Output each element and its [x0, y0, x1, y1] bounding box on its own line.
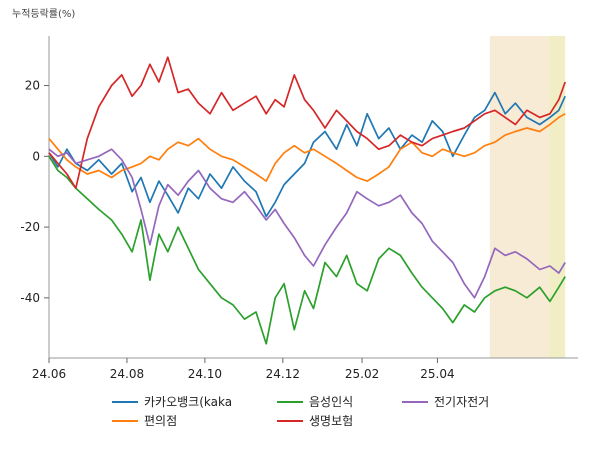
legend-item[interactable]: 음성인식	[277, 395, 353, 409]
x-tick-label: 24.06	[32, 367, 66, 381]
x-tick-label: 24.10	[188, 367, 222, 381]
series-line-1	[48, 113, 566, 182]
legend-label: 음성인식	[309, 395, 353, 409]
y-tick-label: -20	[20, 220, 40, 234]
y-tick-label: 0	[32, 149, 40, 163]
legend-item[interactable]: 생명보험	[277, 414, 353, 428]
series-lines	[48, 56, 566, 345]
legend-item[interactable]: 카카오뱅크(kaka	[112, 395, 232, 409]
highlight-band-0	[489, 36, 549, 358]
legend-label: 편의점	[144, 414, 177, 428]
axes: 20 0 -20 -40 24.06 24.08 24.10 24.12 25.02 25.04	[20, 36, 578, 381]
series-line-0	[48, 91, 566, 218]
legend-item[interactable]: 전기자전거	[402, 395, 489, 409]
x-tick-label: 25.04	[420, 367, 454, 381]
legend-label: 카카오뱅크(kaka	[144, 395, 232, 409]
series-line-2	[48, 155, 566, 345]
y-tick-label: 20	[25, 79, 40, 93]
legend-item[interactable]: 편의점	[112, 414, 177, 428]
y-unit-label: 누적등락률(%)	[12, 8, 75, 20]
legend-label: 전기자전거	[434, 395, 489, 409]
x-tick-label: 24.12	[266, 367, 300, 381]
highlight-bands	[489, 36, 566, 358]
x-tick-label: 24.08	[110, 367, 144, 381]
legend-label: 생명보험	[309, 414, 353, 428]
series-line-3	[48, 56, 566, 190]
y-tick-label: -40	[20, 291, 40, 305]
highlight-band-1	[548, 36, 566, 358]
x-tick-label: 25.02	[345, 367, 379, 381]
series-line-4	[48, 148, 566, 299]
